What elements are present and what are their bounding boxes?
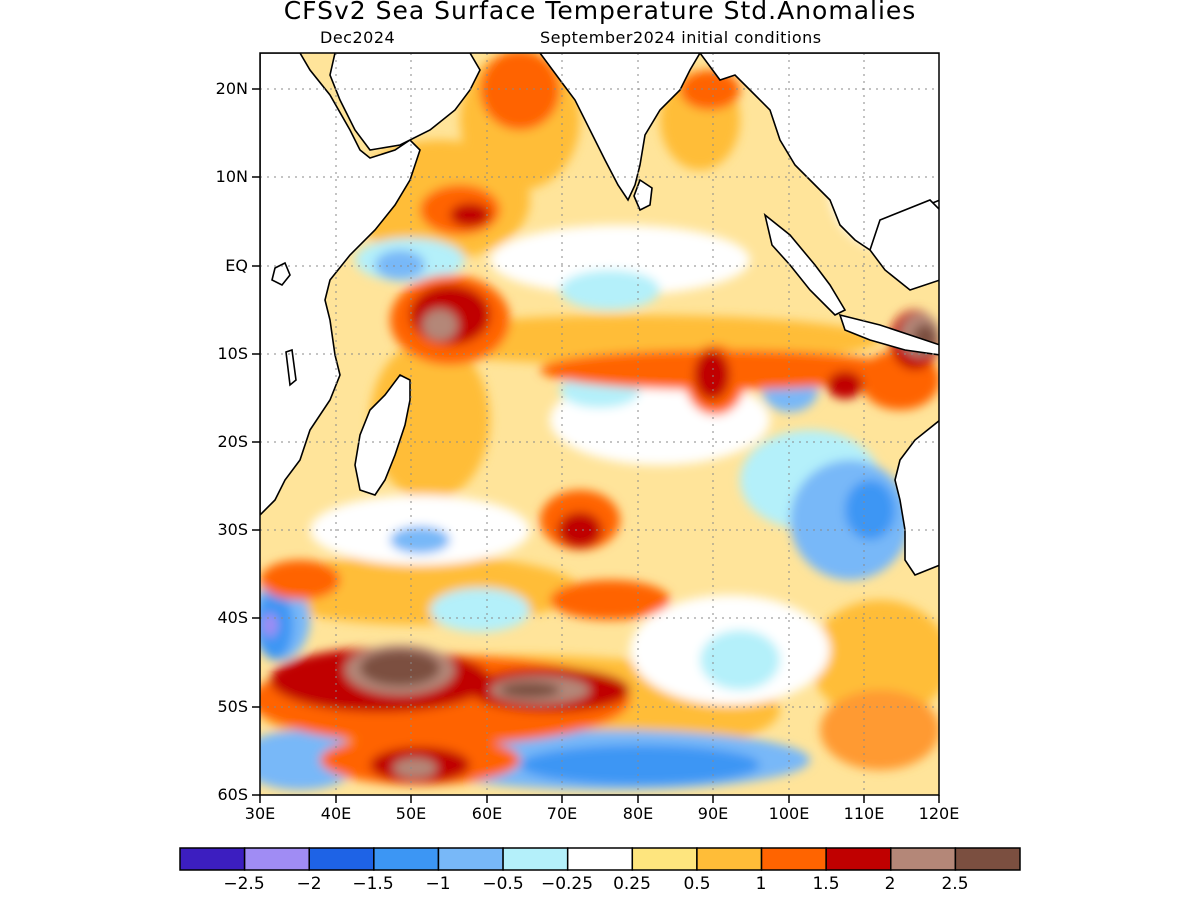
colorbar-swatch (437, 847, 504, 871)
colorbar-label: 2.5 (941, 874, 969, 894)
lat-label-20s: 20S (217, 432, 248, 451)
colorbar-swatch (825, 847, 892, 871)
colorbar-label: −0.5 (482, 874, 524, 894)
forecast-month: Dec2024 (320, 28, 396, 47)
colorbar-label: 2 (884, 874, 896, 894)
lon-label-80e: 80E (622, 804, 654, 823)
initial-conditions: September2024 initial conditions (540, 28, 822, 47)
colorbar-swatch (308, 847, 375, 871)
lon-label-120e: 120E (918, 804, 960, 823)
colorbar-swatch (566, 847, 634, 871)
lon-label-100e: 100E (768, 804, 810, 823)
lat-label-50s: 50S (217, 697, 248, 716)
colorbar-label: 1.5 (812, 874, 840, 894)
colorbar-label: 0.25 (613, 874, 651, 894)
lon-label-60e: 60E (471, 804, 503, 823)
colorbar (179, 847, 1021, 871)
colorbar-label: −1.5 (352, 874, 394, 894)
colorbar-swatch (243, 847, 310, 871)
lat-label-10n: 10N (215, 167, 248, 186)
colorbar-label: −2 (296, 874, 322, 894)
colorbar-swatch (179, 847, 246, 871)
lon-label-110e: 110E (843, 804, 885, 823)
colorbar-swatch (502, 847, 569, 871)
lon-label-70e: 70E (546, 804, 578, 823)
lon-label-40e: 40E (320, 804, 352, 823)
colorbar-swatch (890, 847, 957, 871)
map-title: CFSv2 Sea Surface Temperature Std.Anomal… (283, 0, 917, 25)
colorbar-swatch (631, 847, 698, 871)
axis-ticks (252, 88, 940, 803)
colorbar-swatch (373, 847, 440, 871)
lat-label-eq: EQ (225, 256, 248, 275)
map-panel (260, 53, 939, 795)
colorbar-label: −2.5 (223, 874, 265, 894)
lon-label-90e: 90E (697, 804, 729, 823)
colorbar-swatch (954, 847, 1021, 871)
land (260, 53, 939, 576)
colorbar-swatch (760, 847, 827, 871)
colorbar-label: 0.5 (683, 874, 711, 894)
graticule (260, 53, 939, 795)
lat-label-60s: 60S (217, 785, 248, 804)
lat-label-40s: 40S (217, 608, 248, 627)
colorbar-label: −0.25 (540, 874, 594, 894)
lat-label-10s: 10S (217, 344, 248, 363)
lon-label-30e: 30E (244, 804, 276, 823)
colorbar-label: 1 (755, 874, 767, 894)
lat-label-30s: 30S (217, 520, 248, 539)
lon-label-50e: 50E (395, 804, 427, 823)
colorbar-label: −1 (425, 874, 451, 894)
lat-label-20n: 20N (215, 79, 248, 98)
map-frame (259, 52, 940, 796)
colorbar-swatch (696, 847, 763, 871)
